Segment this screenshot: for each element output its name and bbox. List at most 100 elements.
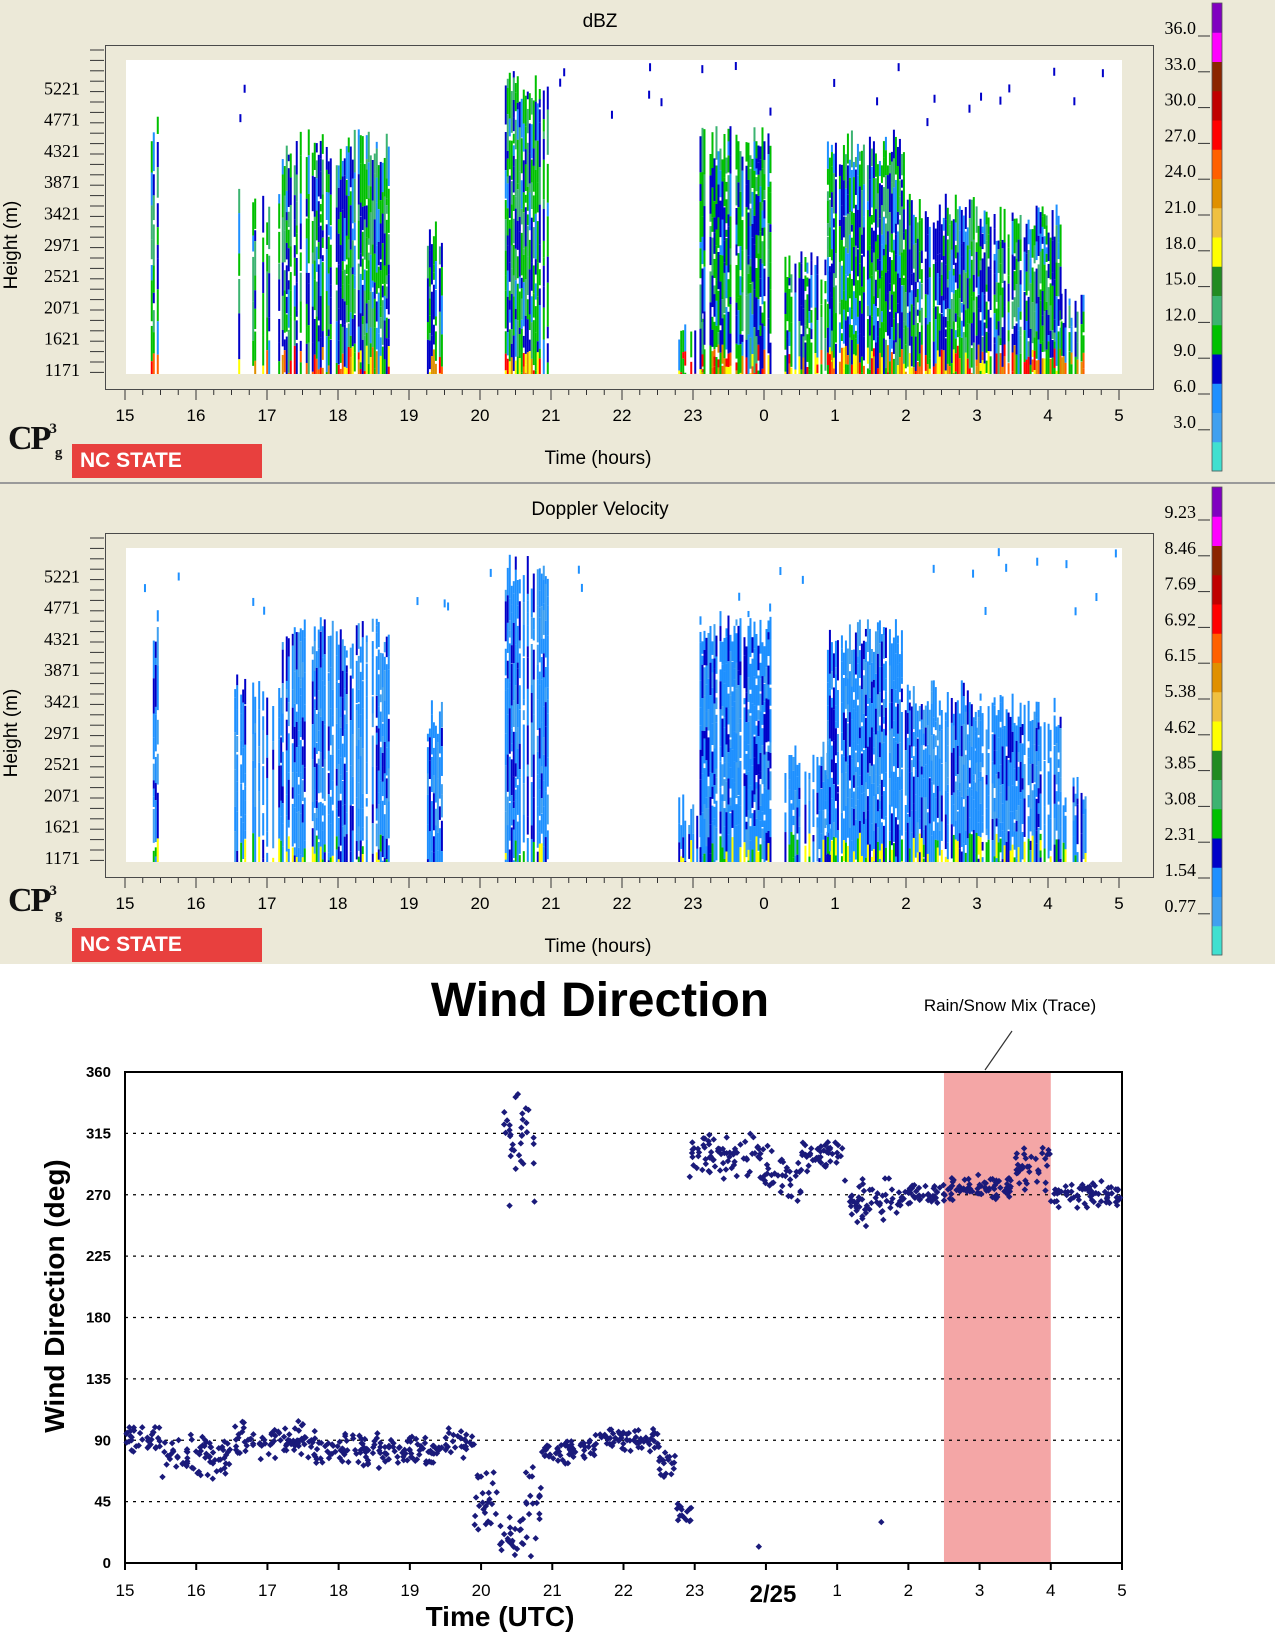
- echo-cell: [321, 367, 324, 374]
- echo-cell: [337, 219, 340, 234]
- echo-cell: [723, 858, 726, 862]
- echo-cell: [703, 129, 706, 175]
- echo-cell: [975, 206, 978, 233]
- echo-cell: [283, 166, 286, 196]
- wind-data-point: [522, 1105, 530, 1112]
- echo-cell: [371, 823, 374, 854]
- wind-data-point: [587, 1449, 594, 1457]
- echo-cell: [759, 170, 762, 187]
- wind-data-point: [779, 1182, 786, 1190]
- echo-cell: [733, 632, 736, 660]
- echo-cell: [820, 756, 823, 766]
- echo-cell: [337, 846, 340, 860]
- echo-cell: [1003, 280, 1006, 307]
- echo-cell: [830, 263, 833, 298]
- echo-cell: [844, 640, 847, 677]
- echo-cell: [353, 172, 356, 179]
- echo-cell: [262, 839, 265, 859]
- echo-cell: [868, 763, 871, 776]
- echo-cell: [814, 307, 817, 354]
- echo-cell: [311, 659, 314, 682]
- echo-cell: [834, 285, 837, 314]
- echo-cell: [526, 612, 529, 626]
- echo-cell: [757, 851, 760, 862]
- echo-cell: [534, 213, 537, 260]
- echo-cell: [512, 819, 515, 830]
- echo-cell: [152, 353, 155, 374]
- echo-cell: [729, 829, 732, 862]
- echo-cell: [719, 787, 722, 812]
- echo-cell: [323, 654, 326, 686]
- echo-cell: [745, 692, 748, 723]
- echo-cell: [319, 631, 322, 668]
- echo-cell: [804, 257, 807, 272]
- echo-cell: [315, 817, 318, 831]
- echo-cell: [866, 279, 869, 306]
- echo-cell: [991, 818, 994, 841]
- echo-cell: [240, 713, 243, 741]
- echo-cell: [846, 316, 849, 356]
- wind-data-point: [325, 1440, 332, 1447]
- echo-cell: [977, 822, 980, 837]
- wind-data-point: [438, 1444, 445, 1451]
- echo-cell: [508, 300, 511, 310]
- echo-cell: [751, 281, 754, 315]
- echo-cell: [297, 847, 300, 862]
- echo-cell: [152, 678, 155, 714]
- echo-cell: [542, 257, 545, 266]
- echo-cell: [703, 695, 706, 732]
- echo-cell: [383, 283, 386, 296]
- echo-cell: [532, 227, 535, 259]
- echo-cell: [872, 783, 875, 797]
- echo-cell: [761, 828, 764, 860]
- echo-cell: [1037, 359, 1040, 374]
- echo-cell: [872, 178, 875, 223]
- echo-cell: [860, 855, 863, 862]
- echo-cell: [337, 719, 340, 750]
- echo-cell: [880, 705, 883, 732]
- echo-cell: [727, 279, 730, 307]
- echo-cell: [542, 240, 545, 258]
- echo-cell: [908, 249, 911, 293]
- echo-cell: [944, 264, 947, 300]
- echo-cell: [852, 649, 855, 693]
- wind-data-point: [128, 1437, 135, 1444]
- echo-cell: [944, 814, 947, 850]
- echo-cell: [844, 772, 847, 806]
- echo-cell: [860, 785, 863, 794]
- wind-data-point: [325, 1454, 333, 1462]
- echo-cell: [1051, 285, 1054, 331]
- echo-cell: [528, 239, 531, 270]
- echo-cell: [834, 674, 837, 706]
- echo-cell: [1017, 239, 1020, 262]
- echo-cell: [428, 372, 431, 374]
- wind-data-point: [761, 1172, 768, 1179]
- echo-cell: [335, 849, 338, 862]
- echo-cell: [682, 794, 685, 838]
- echo-cell: [731, 706, 734, 750]
- echo-cell: [888, 291, 891, 310]
- echo-cell: [524, 372, 527, 374]
- echo-cell: [1037, 701, 1040, 723]
- echo-cell: [723, 727, 726, 763]
- echo-cell: [281, 174, 284, 218]
- wind-data-point: [188, 1436, 196, 1443]
- echo-cell: [842, 246, 845, 291]
- echo-cell: [731, 837, 734, 862]
- echo-cell: [763, 683, 766, 702]
- echo-cell: [926, 294, 929, 325]
- echo-cell: [311, 263, 314, 307]
- echo-cell: [293, 807, 296, 844]
- echo-cell: [281, 159, 284, 175]
- echo-cell: [987, 753, 990, 796]
- echo-cell: [878, 757, 881, 776]
- echo-cell: [886, 293, 889, 336]
- wind-data-point: [209, 1475, 216, 1482]
- echo-cell: [285, 794, 288, 816]
- echo-cell: [962, 724, 965, 765]
- echo-cell: [727, 752, 730, 763]
- echo-cell: [315, 281, 318, 317]
- echo-cell: [970, 796, 973, 832]
- echo-cell: [1013, 768, 1016, 813]
- echo-cell: [858, 164, 861, 187]
